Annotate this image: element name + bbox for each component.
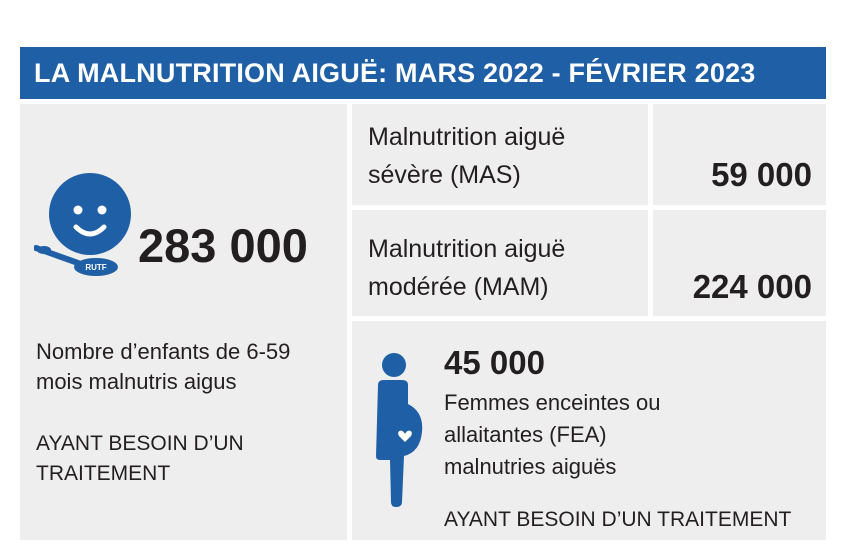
children-description-line2: mois malnutris aigus	[36, 369, 237, 394]
mas-value: 59 000	[711, 156, 812, 193]
spoon-label: RUTF	[85, 263, 106, 272]
pregnant-woman-icon	[376, 353, 423, 507]
mam-label-line1: Malnutrition aiguë	[368, 235, 566, 263]
infographic-title: LA MALNUTRITION AIGUË: MARS 2022 - FÉVRI…	[20, 47, 826, 99]
fea-description-line3: malnutries aiguës	[444, 454, 617, 479]
mam-value: 224 000	[692, 268, 812, 305]
fea-description-line1: Femmes enceintes ou	[444, 390, 661, 415]
fea-description-line2: allaitantes (FEA)	[444, 422, 607, 447]
fea-need: AYANT BESOIN D’UN TRAITEMENT	[444, 508, 792, 531]
fea-panel	[352, 321, 826, 540]
mas-label-panel	[352, 104, 648, 205]
children-description-line1: Nombre d’enfants de 6-59	[36, 339, 291, 364]
mam-label-line2: modérée (MAM)	[368, 273, 549, 301]
mam-value-panel	[653, 210, 826, 316]
mam-label-panel	[352, 210, 648, 316]
mas-value-panel	[653, 104, 826, 205]
mas-label-line2: sévère (MAS)	[368, 161, 521, 189]
children-total: 283 000	[138, 219, 308, 272]
child-with-spoon-icon: RUTF	[34, 173, 131, 276]
mas-label-line1: Malnutrition aiguë	[368, 123, 566, 151]
fea-value: 45 000	[444, 344, 545, 381]
children-need-line2: TRAITEMENT	[36, 462, 171, 485]
children-need-line1: AYANT BESOIN D’UN	[36, 432, 244, 455]
